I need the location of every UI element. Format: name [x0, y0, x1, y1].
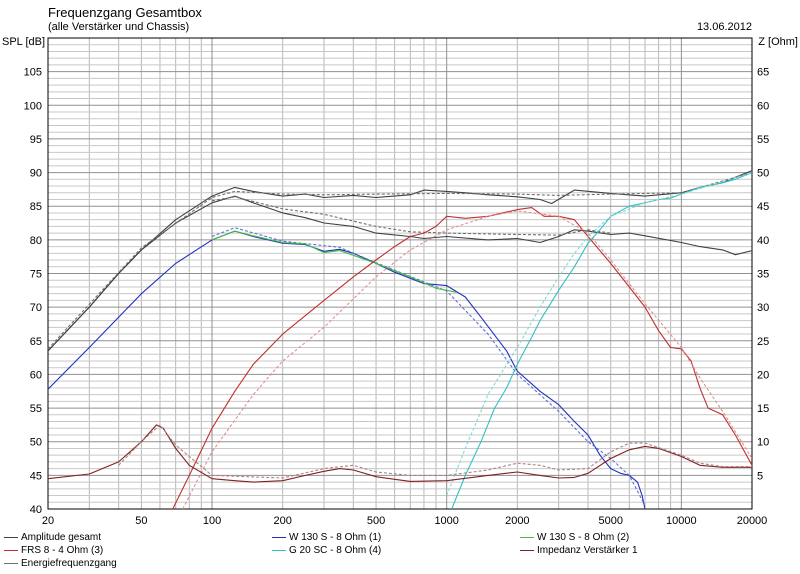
legend-label: W 130 S - 8 Ohm (2) [537, 532, 630, 543]
x-tick-label: 100 [203, 515, 221, 527]
legend-swatch [520, 536, 534, 538]
series-line-3 [211, 196, 611, 236]
series-line-7 [172, 207, 753, 510]
y2-tick-label: 15 [757, 403, 769, 415]
legend-item: Amplitude gesamt [4, 532, 101, 544]
x-tick-label: 50 [135, 515, 147, 527]
y2-tick-label: 65 [757, 67, 769, 79]
legend-swatch [272, 549, 286, 551]
y-axis-right-label: Z [Ohm] [758, 36, 798, 48]
x-tick-label: 500 [367, 515, 385, 527]
y-tick-label: 75 [30, 269, 42, 281]
legend-item: G 20 SC - 8 Ohm (4) [272, 545, 381, 557]
legend-swatch [4, 536, 18, 538]
series-line-5 [211, 227, 646, 506]
y-tick-label: 90 [30, 168, 42, 180]
legend-label: G 20 SC - 8 Ohm (4) [289, 545, 382, 556]
x-tick-label: 20 [42, 515, 54, 527]
series-line-11 [47, 424, 752, 483]
y2-tick-label: 40 [757, 235, 769, 247]
y2-tick-label: 20 [757, 369, 769, 381]
y-tick-label: 40 [30, 504, 42, 516]
y-tick-label: 65 [30, 336, 42, 348]
y-axis-left-label: SPL [dB] [2, 36, 46, 48]
x-tick-label: 1000 [434, 515, 458, 527]
x-tick-label: 20000 [737, 515, 768, 527]
grid-major [48, 37, 752, 510]
legend-item: Impedanz Verstärker 1 [520, 545, 638, 557]
y-tick-label: 45 [30, 470, 42, 482]
y2-tick-label: 35 [757, 269, 769, 281]
y-tick-label: 60 [30, 369, 42, 381]
legend-swatch [272, 536, 286, 538]
y2-tick-label: 50 [757, 168, 769, 180]
y2-tick-label: 5 [757, 470, 763, 482]
legend-label: Amplitude gesamt [21, 532, 102, 543]
series-layer [47, 170, 753, 510]
y-tick-label: 50 [30, 437, 42, 449]
chart-date: 13.06.2012 [696, 21, 752, 33]
frequency-response-chart: 20 50 100 200 500 1000 2000 5000 10000 20000 40 45… [24, 37, 769, 527]
legend: Amplitude gesamt FRS 8 - 4 Ohm (3) Energie… [0, 530, 800, 574]
legend-swatch [520, 549, 534, 551]
series-line-12 [118, 424, 752, 479]
y-tick-label: 80 [30, 235, 42, 247]
y-tick-label: 105 [24, 67, 42, 79]
y2-tick-label: 10 [757, 437, 769, 449]
legend-swatch [4, 562, 18, 564]
series-line-0 [47, 170, 753, 352]
chart-title: Frequenzgang Gesamtbox [48, 5, 202, 20]
legend-label: Energiefrequenzgang [21, 558, 117, 569]
y-tick-label: 70 [30, 302, 42, 314]
chart-subtitle: (alle Verstärker und Chassis) [48, 21, 190, 33]
legend-swatch [4, 549, 18, 551]
legend-label: Impedanz Verstärker 1 [537, 545, 638, 556]
x-tick-labels: 20 50 100 200 500 1000 2000 5000 10000 20000 [42, 515, 767, 527]
y-tick-label: 85 [30, 201, 42, 213]
series-line-4 [47, 230, 646, 510]
series-line-8 [182, 210, 753, 510]
legend-label: W 130 S - 8 Ohm (1) [289, 532, 382, 543]
y2-tick-labels: 5 10 15 20 25 30 35 40 45 50 55 60 65 [757, 67, 769, 483]
y2-tick-label: 60 [757, 100, 769, 112]
y-tick-labels: 40 45 50 55 60 65 70 75 80 85 90 95 100 105 [24, 67, 42, 516]
legend-item: W 130 S - 8 Ohm (1) [272, 532, 381, 544]
y2-tick-label: 45 [757, 201, 769, 213]
plot-frame [47, 37, 753, 510]
y-tick-label: 100 [24, 100, 42, 112]
y-tick-label: 95 [30, 134, 42, 146]
y2-tick-label: 30 [757, 302, 769, 314]
legend-item: FRS 8 - 4 Ohm (3) [4, 545, 103, 557]
legend-label: FRS 8 - 4 Ohm (3) [21, 545, 104, 556]
x-tick-label: 200 [273, 515, 291, 527]
y-tick-label: 55 [30, 403, 42, 415]
series-line-10 [446, 172, 753, 496]
x-tick-label: 5000 [598, 515, 622, 527]
x-tick-label: 2000 [505, 515, 529, 527]
y2-tick-label: 25 [757, 336, 769, 348]
series-line-6 [211, 230, 457, 293]
x-tick-label: 10000 [666, 515, 697, 527]
y2-tick-label: 55 [757, 134, 769, 146]
legend-item: Energiefrequenzgang [4, 558, 117, 570]
legend-item: W 130 S - 8 Ohm (2) [520, 532, 629, 544]
series-line-1 [47, 195, 753, 352]
